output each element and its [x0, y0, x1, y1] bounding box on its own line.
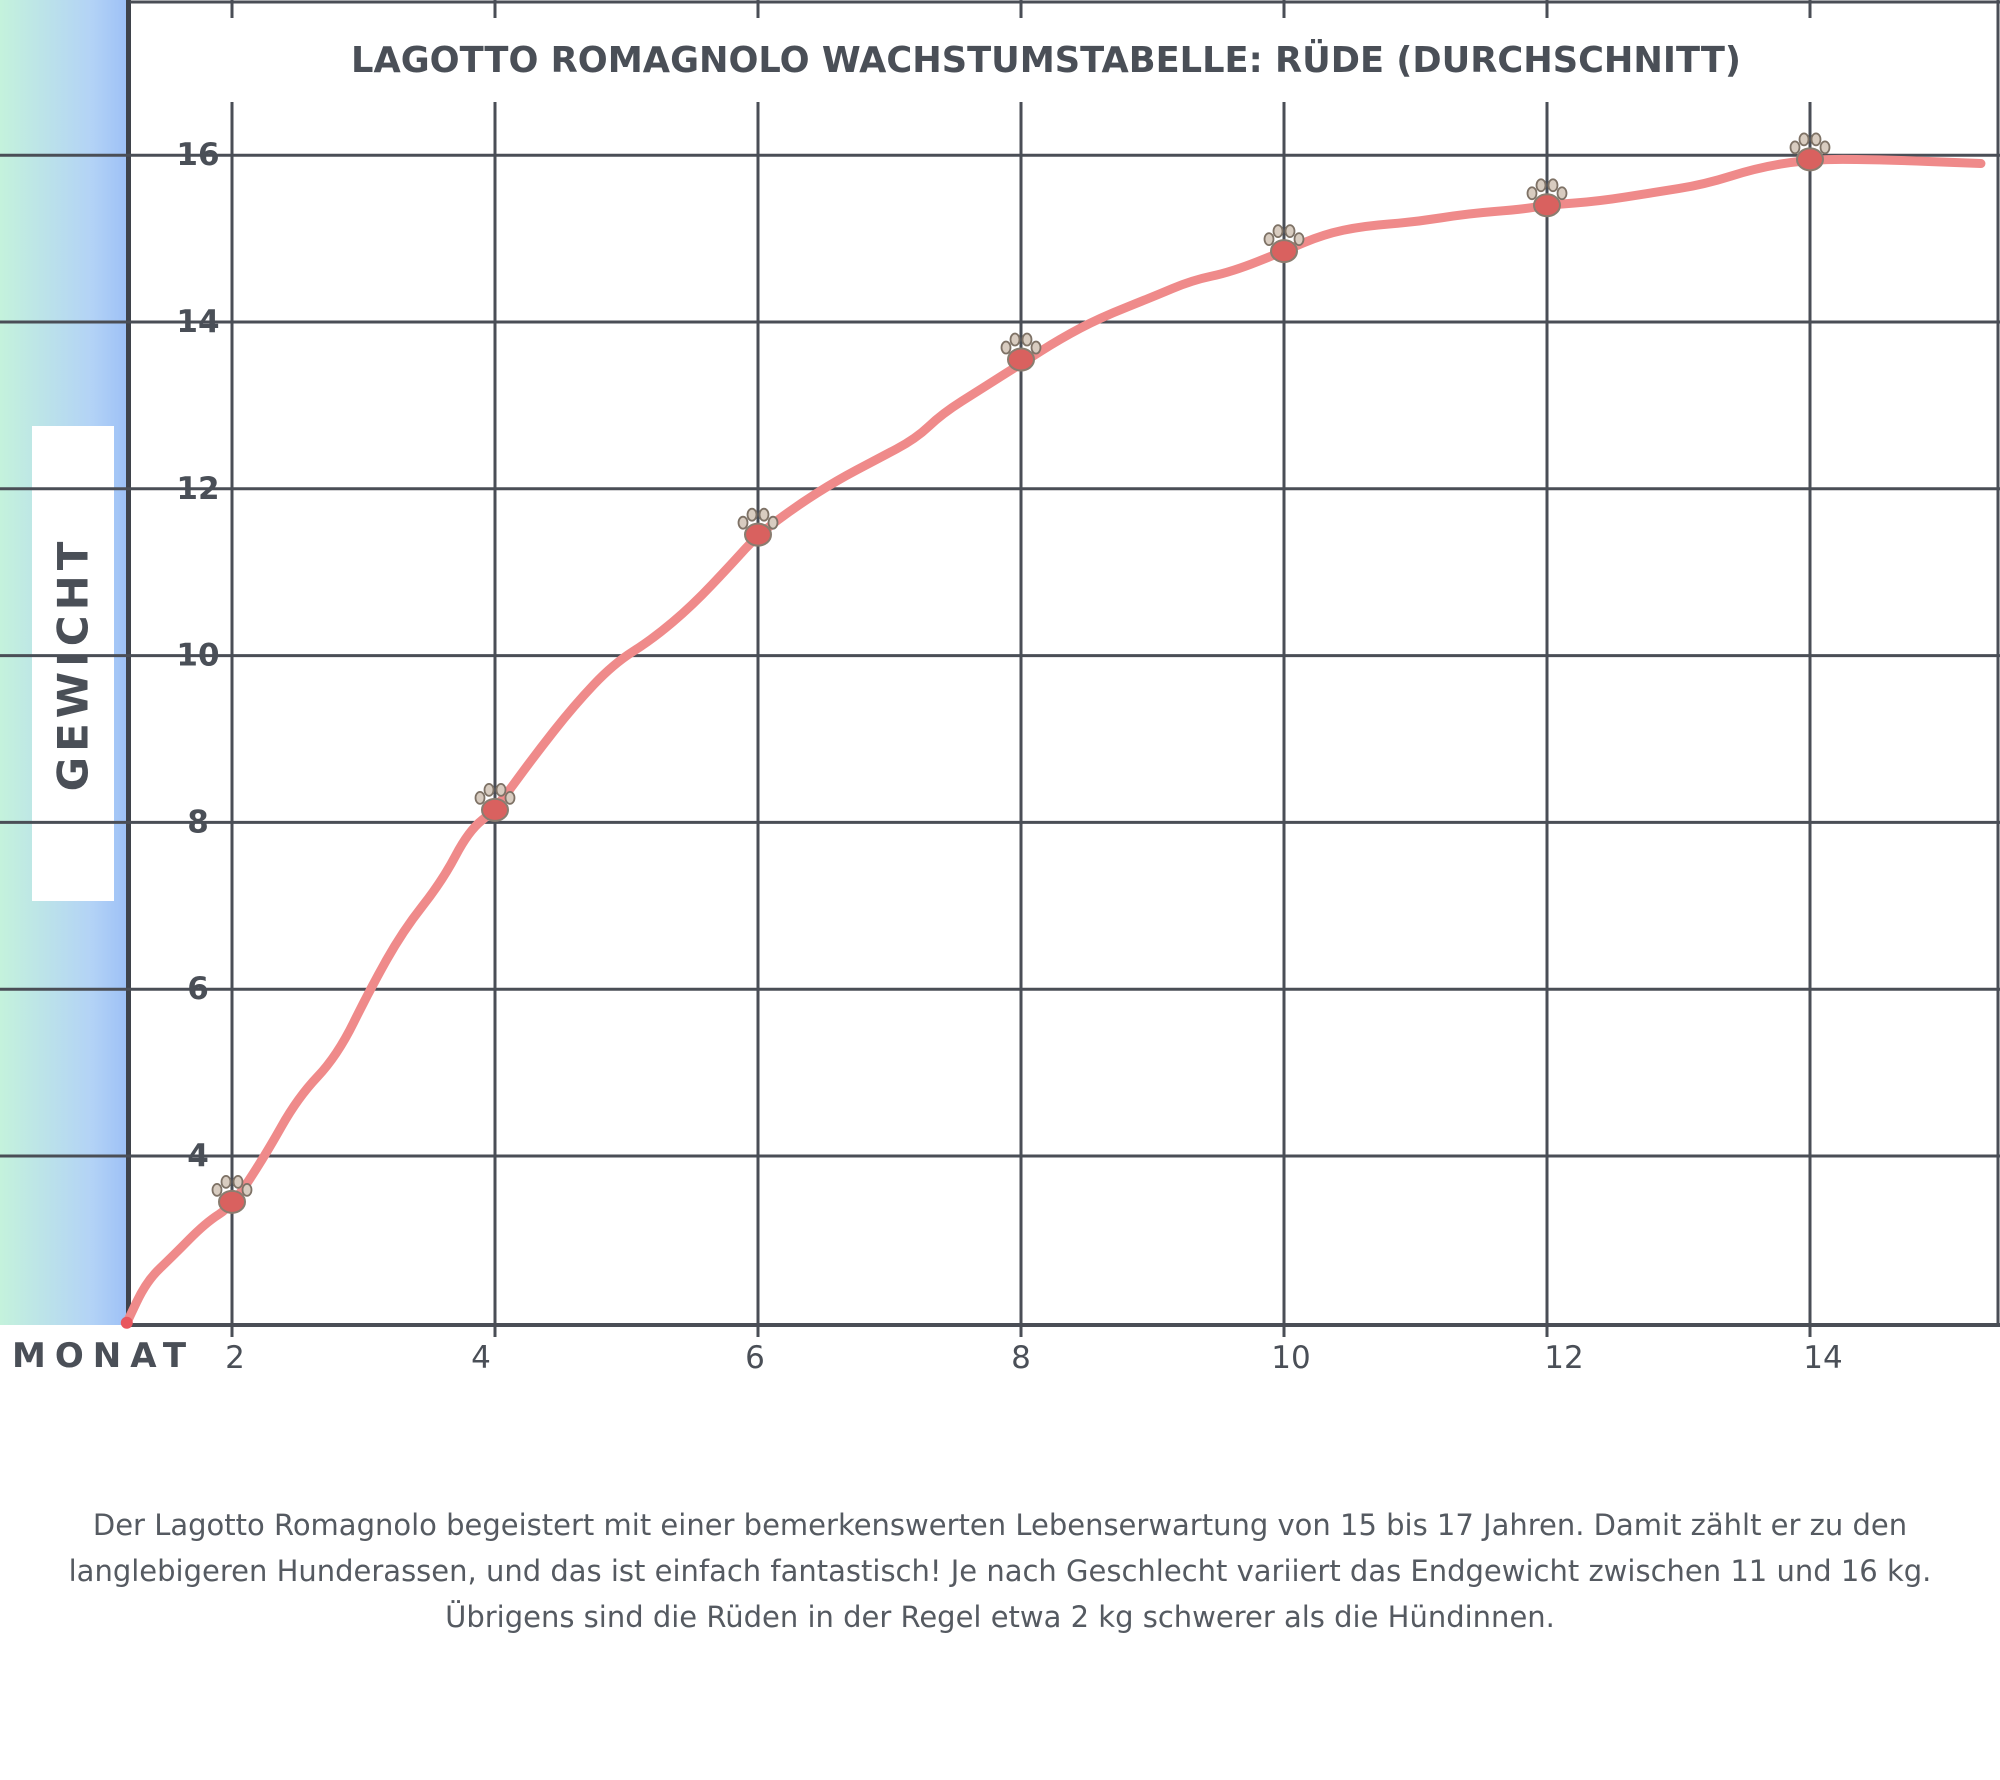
caption-text: Der Lagotto Romagnolo begeistert mit ein… — [40, 1502, 1960, 1640]
x-tick-label: 14 — [1803, 1340, 1842, 1376]
caption-line-3: Übrigens sind die Rüden in der Regel etw… — [445, 1600, 1555, 1634]
y-tick-label: 4 — [187, 1138, 209, 1174]
x-tick-label: 8 — [1011, 1340, 1031, 1376]
x-tick-label: 2 — [225, 1340, 245, 1376]
paw-icon — [1789, 132, 1831, 172]
growth-chart: 4 6 8 10 12 14 16 2 4 6 8 10 12 14 LAGOTTO ROMAGNOLO… — [0, 0, 2000, 1376]
y-axis-line — [126, 0, 131, 1325]
x-tick-label: 12 — [1544, 1340, 1583, 1376]
chart-grid — [0, 0, 2000, 1337]
x-tick-label: 4 — [471, 1340, 491, 1376]
chart-title: LAGOTTO ROMAGNOLO WACHSTUMSTABELLE: RÜDE… — [351, 39, 1741, 81]
paw-icon — [737, 507, 779, 547]
paw-icon — [1263, 224, 1305, 264]
y-tick-labels: 4 6 8 10 12 14 16 — [176, 137, 219, 1174]
caption-line-1: Der Lagotto Romagnolo begeistert mit ein… — [92, 1508, 1908, 1542]
paw-icon — [211, 1174, 253, 1214]
y-tick-label: 10 — [176, 638, 219, 674]
caption-line-2: langlebigeren Hunderassen, und das ist e… — [68, 1554, 1932, 1588]
x-axis-label: MONAT — [12, 1336, 196, 1376]
paw-icon — [1526, 178, 1568, 218]
y-tick-label: 8 — [187, 804, 209, 840]
paw-markers — [120, 132, 1831, 1329]
y-tick-label: 12 — [176, 471, 219, 507]
y-tick-label: 6 — [187, 971, 209, 1007]
y-tick-label: 14 — [176, 304, 219, 340]
paw-icon — [474, 782, 516, 822]
y-tick-label: 16 — [176, 137, 219, 173]
paw-icon — [1000, 332, 1042, 372]
x-tick-label: 10 — [1271, 1340, 1310, 1376]
series-line — [122, 154, 1986, 1328]
series-start-point — [120, 1316, 133, 1329]
x-tick-labels: 2 4 6 8 10 12 14 — [225, 1340, 1843, 1376]
x-tick-label: 6 — [745, 1340, 765, 1376]
